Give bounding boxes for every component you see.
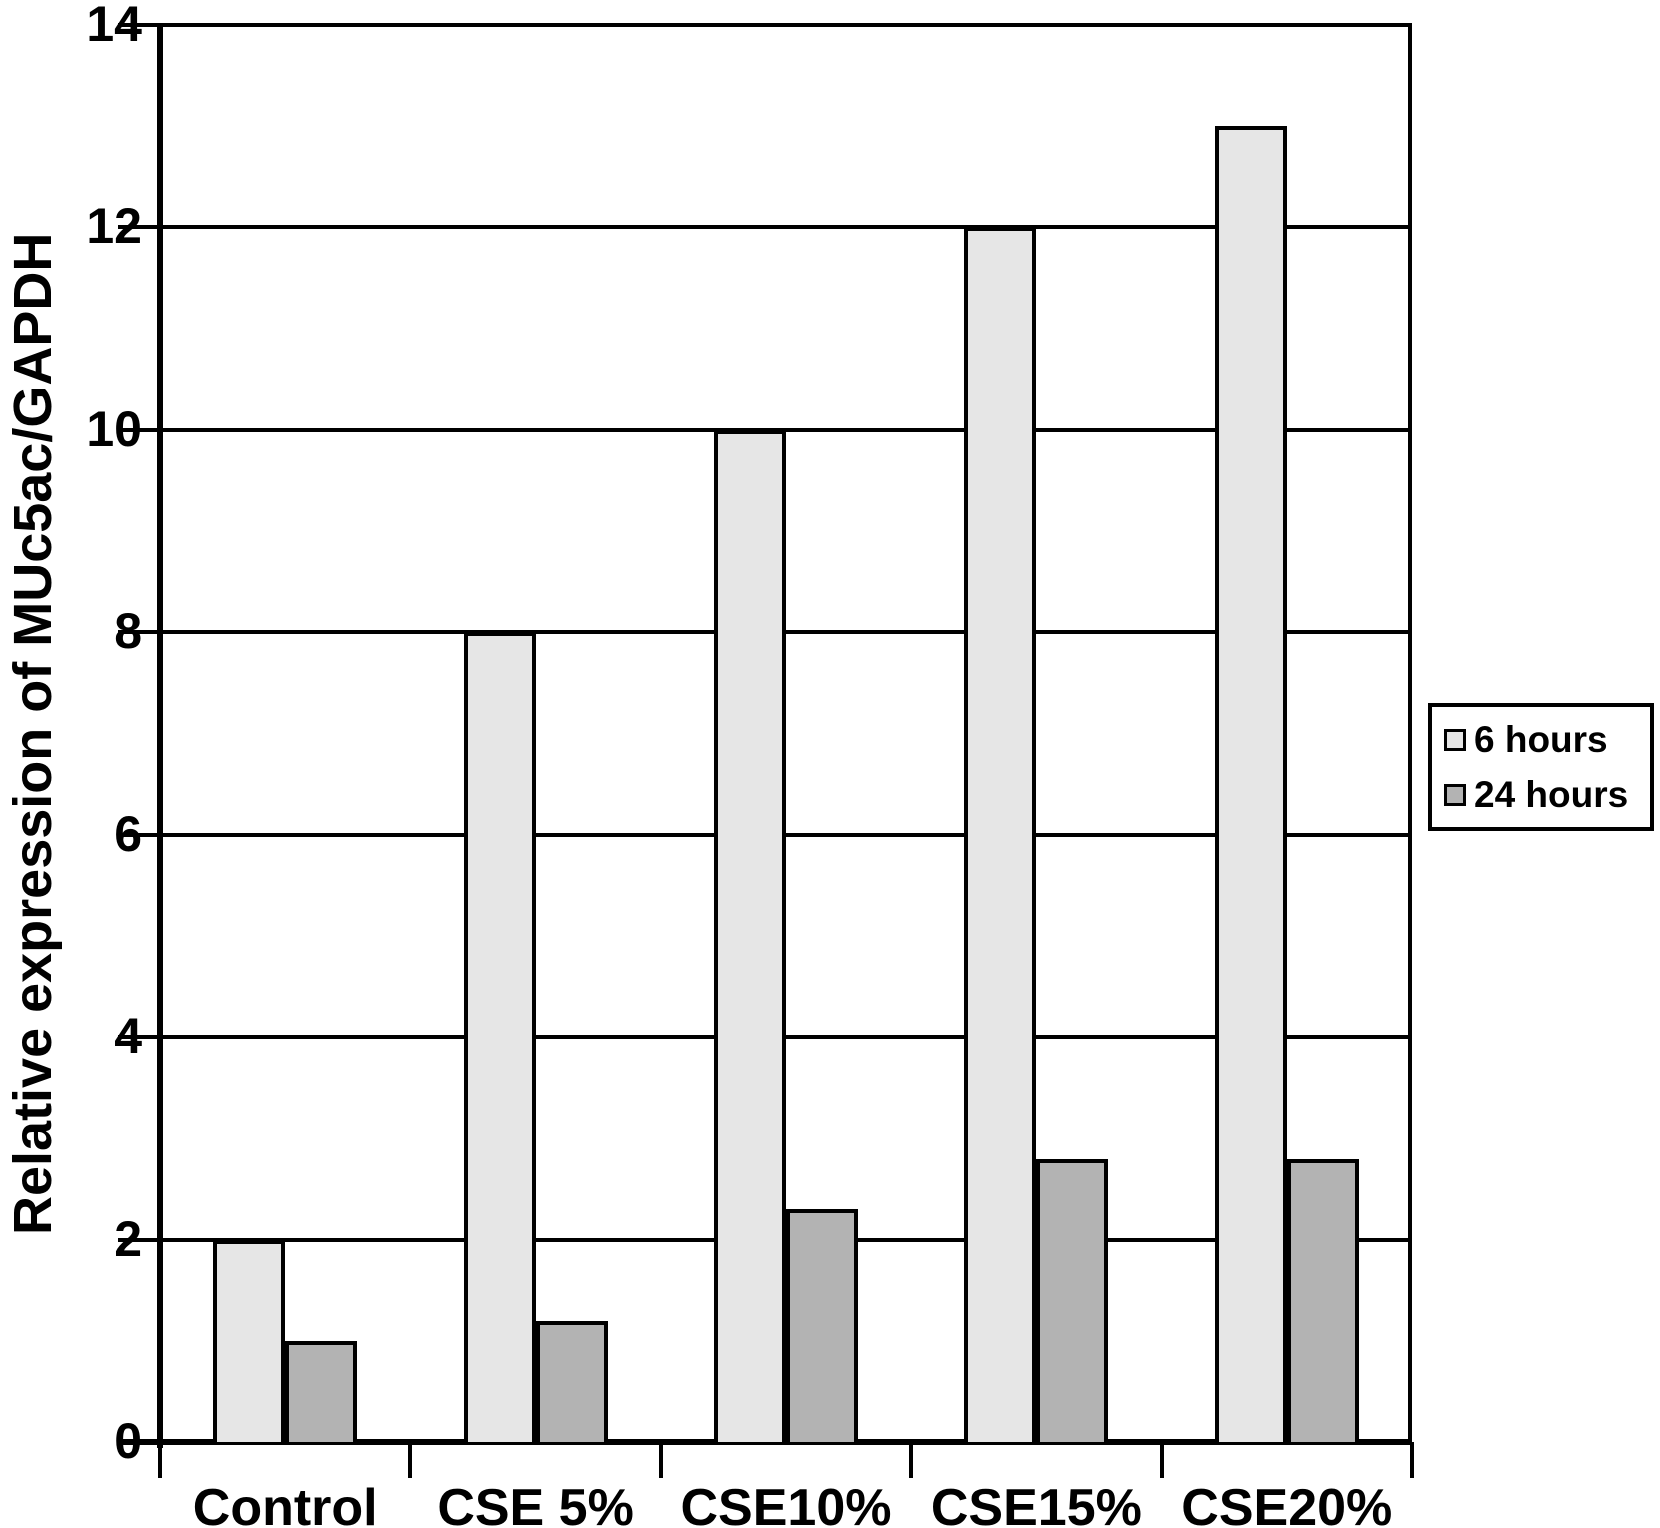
- x-category-label: CSE15%: [930, 1479, 1142, 1528]
- bar-6-hours-CSE10%: [714, 429, 786, 1442]
- x-axis-tick: [158, 1442, 162, 1478]
- bar-24-hours-Control: [285, 1340, 358, 1442]
- legend-label-6-hours: 6 hours: [1474, 719, 1608, 760]
- gridline: [160, 1035, 1412, 1040]
- y-axis-tick: [118, 23, 160, 27]
- x-axis-tick: [408, 1442, 413, 1478]
- y-tick-label: 12: [86, 198, 142, 255]
- x-axis-tick: [909, 1442, 914, 1478]
- y-axis-tick: [118, 832, 160, 837]
- gridline: [160, 23, 1412, 27]
- bar-24-hours-CSE20%: [1286, 1158, 1359, 1442]
- y-axis-line: [157, 25, 163, 1448]
- bar-24-hours-CSE15%: [1036, 1158, 1109, 1442]
- bar-6-hours-CSE-5%: [463, 632, 536, 1442]
- x-category-label: CSE10%: [680, 1479, 892, 1528]
- y-tick-label: 10: [86, 400, 142, 457]
- gridline: [160, 427, 1412, 432]
- x-category-label: Control: [192, 1479, 378, 1528]
- legend-swatch-6-hours: [1444, 728, 1466, 751]
- legend-item-6-hours: 6 hours: [1444, 721, 1650, 758]
- x-axis-line: [118, 1439, 1412, 1445]
- y-axis-tick: [118, 427, 160, 432]
- x-axis-tick: [1159, 1442, 1164, 1478]
- bar-6-hours-CSE15%: [964, 227, 1037, 1442]
- legend-item-24-hours: 24 hours: [1444, 776, 1650, 813]
- bar-6-hours-Control: [213, 1239, 286, 1442]
- y-tick-label: 8: [114, 603, 142, 660]
- x-category-label: CSE 5%: [437, 1479, 634, 1528]
- legend-swatch-24-hours: [1444, 783, 1466, 806]
- y-axis-tick: [118, 225, 160, 230]
- y-tick-label: 14: [86, 0, 142, 52]
- gridline: [160, 225, 1412, 230]
- y-tick-label: 6: [114, 805, 142, 862]
- bar-24-hours-CSE-5%: [535, 1320, 608, 1442]
- y-axis-tick: [118, 630, 160, 635]
- x-axis-tick: [658, 1442, 663, 1478]
- bar-24-hours-CSE10%: [786, 1209, 858, 1442]
- x-category-label: CSE20%: [1181, 1479, 1393, 1528]
- plot-right-border: [1408, 25, 1412, 1442]
- y-tick-label: 4: [114, 1008, 142, 1065]
- y-axis-tick: [118, 1035, 160, 1040]
- y-tick-label: 2: [114, 1210, 142, 1267]
- legend: 6 hours 24 hours: [1428, 703, 1654, 831]
- y-axis-tick: [118, 1237, 160, 1242]
- gridline: [160, 630, 1412, 635]
- gridline: [160, 832, 1412, 837]
- legend-label-24-hours: 24 hours: [1474, 774, 1629, 815]
- bar-6-hours-CSE20%: [1214, 126, 1287, 1442]
- x-axis-tick: [1410, 1442, 1414, 1478]
